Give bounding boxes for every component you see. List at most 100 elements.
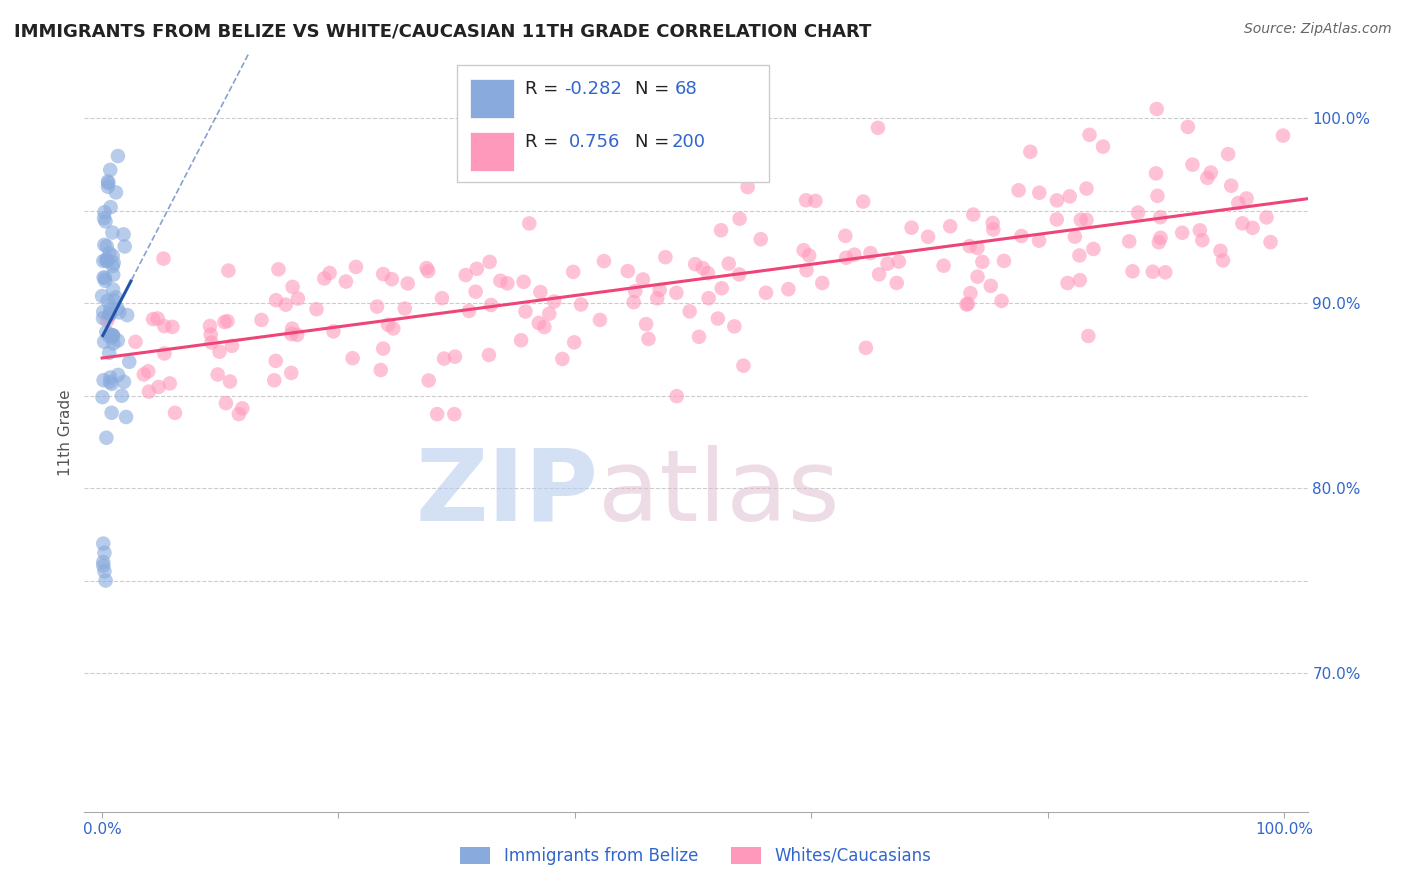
- Point: [96, 431, 118, 445]
- Point: [91, 305, 114, 319]
- Point: [94, 214, 117, 228]
- Point: [152, 252, 174, 266]
- Point: [104, 290, 127, 304]
- Point: [342, 351, 364, 366]
- Point: [710, 223, 733, 237]
- Point: [217, 263, 239, 277]
- Point: [465, 261, 488, 276]
- Point: [1019, 145, 1042, 159]
- Point: [107, 334, 129, 348]
- Point: [648, 283, 671, 297]
- Point: [96, 314, 118, 328]
- Point: [1209, 244, 1232, 258]
- Point: [1118, 235, 1140, 249]
- Point: [124, 334, 146, 349]
- Point: [433, 351, 456, 366]
- Point: [834, 228, 856, 243]
- Point: [115, 409, 138, 424]
- Point: [217, 314, 239, 328]
- Point: [569, 297, 592, 311]
- Point: [683, 257, 706, 271]
- Point: [101, 226, 124, 240]
- Point: [93, 373, 115, 387]
- Point: [844, 248, 866, 262]
- Point: [314, 271, 336, 285]
- Point: [382, 321, 405, 335]
- Point: [100, 370, 122, 384]
- Point: [267, 262, 290, 277]
- Point: [93, 211, 115, 226]
- Point: [103, 328, 125, 343]
- Point: [426, 407, 449, 421]
- Text: -0.282: -0.282: [564, 80, 621, 98]
- Point: [93, 205, 115, 219]
- Point: [1092, 139, 1115, 153]
- Point: [733, 359, 755, 373]
- Point: [589, 313, 612, 327]
- Point: [623, 295, 645, 310]
- FancyBboxPatch shape: [470, 78, 513, 118]
- Point: [91, 555, 114, 569]
- Point: [794, 194, 817, 208]
- Point: [1046, 194, 1069, 208]
- Point: [107, 301, 129, 316]
- Point: [932, 259, 955, 273]
- Point: [464, 285, 486, 299]
- Point: [458, 304, 481, 318]
- Text: IMMIGRANTS FROM BELIZE VS WHITE/CAUCASIAN 11TH GRADE CORRELATION CHART: IMMIGRANTS FROM BELIZE VS WHITE/CAUCASIA…: [14, 22, 872, 40]
- Point: [93, 546, 115, 560]
- Text: atlas: atlas: [598, 445, 839, 541]
- Point: [955, 297, 977, 311]
- Point: [1154, 265, 1177, 279]
- Point: [617, 264, 640, 278]
- Point: [111, 389, 134, 403]
- Point: [512, 275, 534, 289]
- Point: [214, 315, 236, 329]
- Point: [697, 291, 720, 305]
- Point: [1272, 128, 1295, 143]
- Point: [637, 332, 659, 346]
- Point: [366, 300, 388, 314]
- Point: [1256, 211, 1278, 225]
- Point: [97, 179, 120, 194]
- Point: [981, 216, 1004, 230]
- Point: [529, 285, 551, 299]
- Point: [221, 339, 243, 353]
- Point: [394, 301, 416, 316]
- Point: [396, 277, 419, 291]
- Point: [146, 311, 169, 326]
- Text: N =: N =: [636, 80, 675, 98]
- Point: [835, 251, 858, 265]
- Point: [1241, 220, 1264, 235]
- Point: [93, 270, 115, 285]
- Point: [527, 316, 550, 330]
- Point: [118, 355, 141, 369]
- Point: [804, 194, 827, 208]
- Point: [538, 307, 561, 321]
- Point: [797, 248, 820, 262]
- Point: [377, 318, 399, 332]
- Point: [1147, 235, 1170, 250]
- Point: [91, 390, 114, 404]
- Point: [418, 374, 440, 388]
- Point: [551, 351, 574, 366]
- Point: [959, 286, 981, 301]
- Point: [430, 291, 453, 305]
- Point: [162, 319, 184, 334]
- Point: [981, 222, 1004, 236]
- Point: [281, 321, 304, 335]
- Point: [373, 267, 395, 281]
- Point: [159, 376, 181, 391]
- Point: [264, 354, 287, 368]
- Point: [993, 253, 1015, 268]
- Point: [852, 194, 875, 209]
- Point: [1059, 189, 1081, 203]
- Point: [370, 363, 392, 377]
- Point: [793, 244, 815, 258]
- Point: [114, 239, 136, 253]
- Point: [93, 237, 115, 252]
- Point: [479, 298, 502, 312]
- Point: [956, 297, 979, 311]
- Point: [959, 239, 981, 253]
- Point: [1064, 229, 1087, 244]
